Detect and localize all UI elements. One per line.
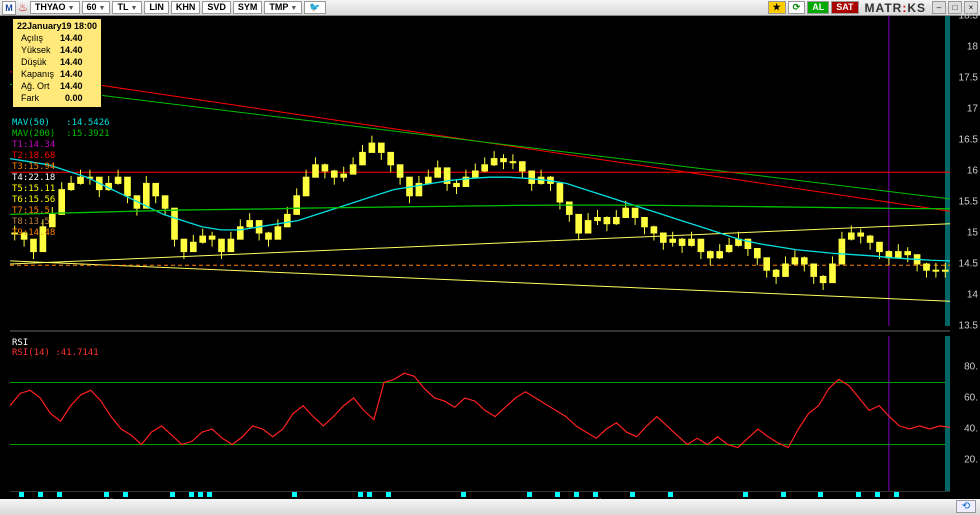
price-chart <box>10 16 950 326</box>
top-toolbar: M ♨ THYAO 60 TL LIN KHN SVD SYM TMP 🐦 ★ … <box>0 0 980 16</box>
currency-selector[interactable]: TL <box>112 1 142 14</box>
panel-separator <box>10 330 950 332</box>
price-y-axis: 13.51414.51515.51616.51717.51818.5 <box>950 16 980 326</box>
interval-selector[interactable]: 60 <box>82 1 111 14</box>
ohlc-timestamp: 22January19 18:00 <box>17 21 97 31</box>
sync-icon[interactable]: ⟲ <box>956 500 976 513</box>
rsi-labels: RSIRSI(14) :41.7141 <box>12 338 99 358</box>
chart-area: 22January19 18:00 Açılış14.40Yüksek14.40… <box>0 16 980 499</box>
btn-svd[interactable]: SVD <box>202 1 231 14</box>
flame-icon: ♨ <box>18 1 28 14</box>
btn-lin[interactable]: LIN <box>144 1 169 14</box>
btn-sym[interactable]: SYM <box>233 1 263 14</box>
star-icon[interactable]: ★ <box>768 1 786 14</box>
bottom-bar: ⟲ <box>0 499 980 515</box>
rsi-panel[interactable]: RSIRSI(14) :41.7141 <box>10 336 950 491</box>
sell-button[interactable]: SAT <box>831 1 858 14</box>
indicator-labels: MAV(50) :14.5426MAV(200) :15.3921T1:14.3… <box>12 118 110 239</box>
minimize-button[interactable]: – <box>932 1 946 14</box>
btn-khn[interactable]: KHN <box>171 1 201 14</box>
twitter-icon[interactable]: 🐦 <box>304 1 325 14</box>
app-logo: M <box>2 1 16 15</box>
symbol-selector[interactable]: THYAO <box>30 1 80 14</box>
price-panel[interactable]: 22January19 18:00 Açılış14.40Yüksek14.40… <box>10 16 950 326</box>
ohlc-table: Açılış14.40Yüksek14.40Düşük14.40Kapanış1… <box>17 31 87 105</box>
btn-tmp[interactable]: TMP <box>264 1 302 14</box>
brand-label: MATR:KS <box>861 1 930 15</box>
rsi-chart <box>10 336 950 491</box>
rsi-y-axis: 20.40.60.80. <box>950 336 980 491</box>
ohlc-box: 22January19 18:00 Açılış14.40Yüksek14.40… <box>12 18 102 108</box>
buy-button[interactable]: AL <box>807 1 829 14</box>
refresh-icon[interactable]: ⟳ <box>788 1 806 14</box>
